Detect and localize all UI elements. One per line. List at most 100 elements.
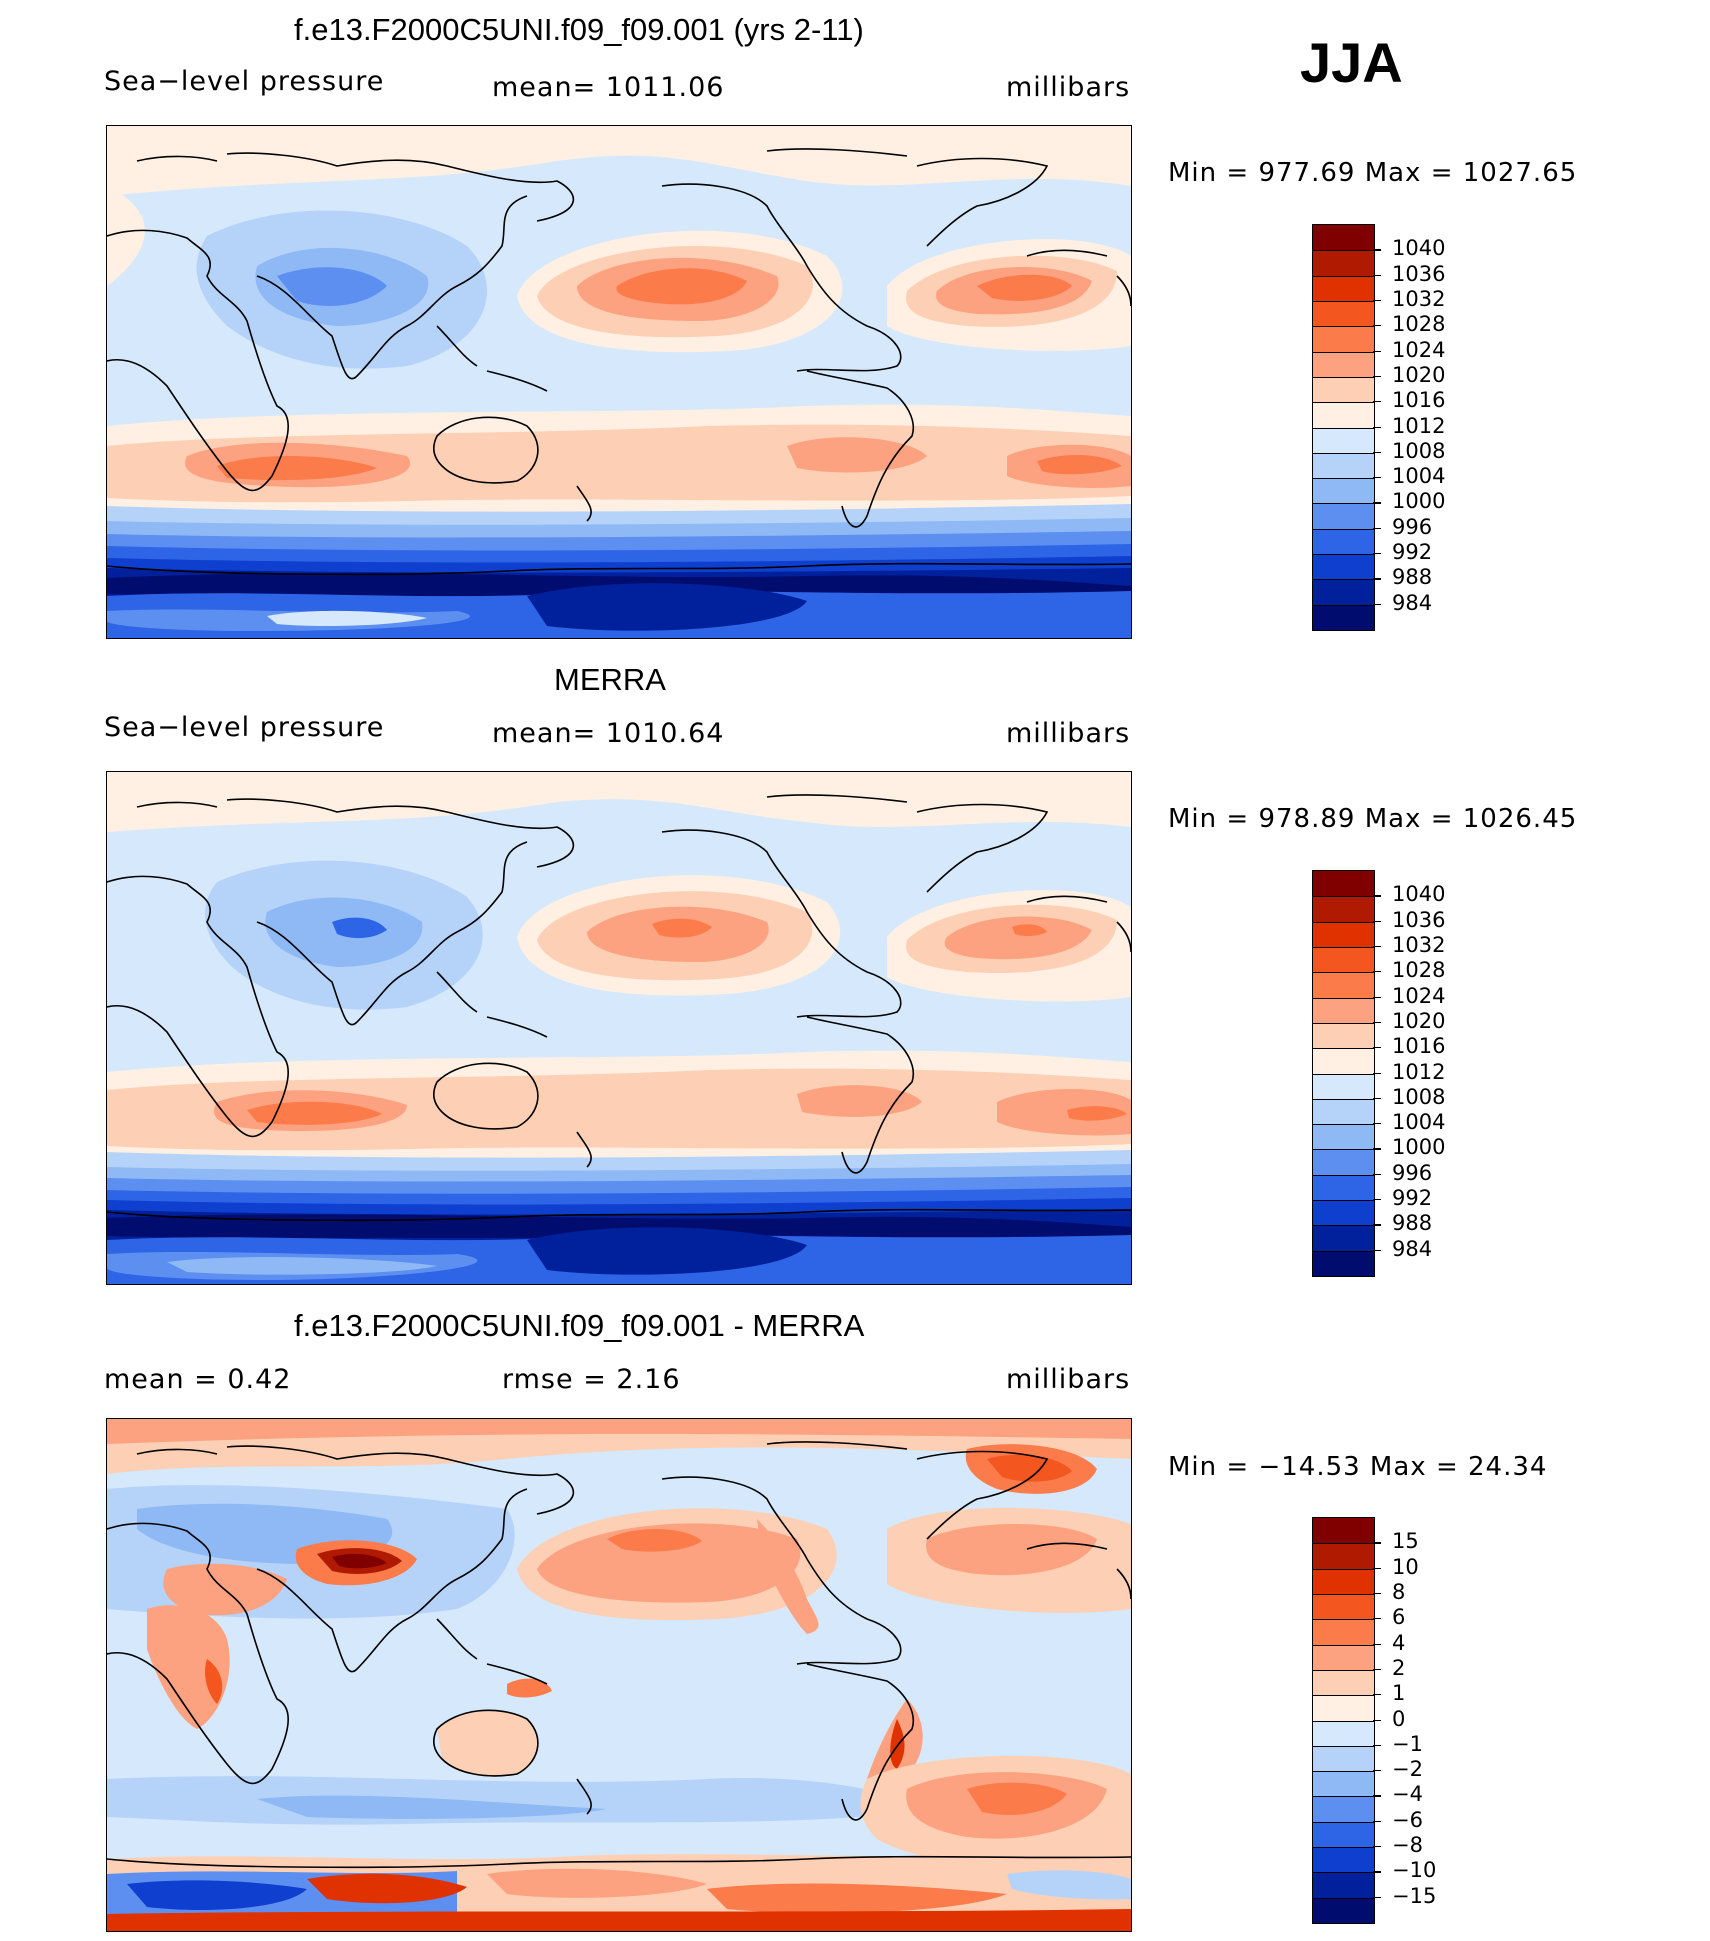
colorbar-tick	[1373, 527, 1381, 529]
colorbar-label: 2	[1392, 1655, 1406, 1680]
panel-3-map-field	[107, 1419, 1131, 1931]
colorbar-box	[1313, 452, 1374, 479]
panel-1-colorbar	[1312, 224, 1375, 631]
colorbar-tick	[1373, 1643, 1381, 1645]
colorbar-tick	[1373, 1744, 1381, 1746]
colorbar-tick	[1373, 1694, 1381, 1696]
colorbar-tick	[1373, 1795, 1381, 1797]
colorbar-label: 1000	[1392, 1135, 1446, 1160]
colorbar-label: 1	[1392, 1681, 1406, 1706]
colorbar-label: 996	[1392, 1160, 1433, 1185]
panel-2-variable-label: Sea−level pressure	[104, 712, 385, 743]
colorbar-tick	[1373, 1249, 1381, 1251]
colorbar-box	[1313, 300, 1374, 327]
colorbar-box	[1313, 1619, 1374, 1645]
colorbar-label: −6	[1392, 1807, 1423, 1832]
colorbar-box	[1313, 351, 1374, 377]
colorbar-box	[1313, 921, 1374, 947]
colorbar-box	[1313, 1669, 1374, 1696]
colorbar-tick	[1373, 1173, 1381, 1175]
colorbar-tick	[1373, 578, 1381, 580]
colorbar-box	[1313, 1543, 1374, 1569]
colorbar-tick	[1373, 1668, 1381, 1671]
colorbar-tick	[1373, 1871, 1381, 1873]
panel-2-title: MERRA	[554, 662, 666, 697]
colorbar-box	[1313, 225, 1374, 251]
colorbar-box	[1313, 1771, 1374, 1797]
panel-3-map	[106, 1418, 1132, 1932]
colorbar-box	[1313, 1124, 1374, 1150]
panel-3-units-label: millibars	[1006, 1364, 1131, 1395]
colorbar-box	[1313, 1048, 1374, 1074]
panel-3-mean-label: mean = 0.42	[104, 1364, 292, 1395]
colorbar-tick	[1373, 1148, 1381, 1150]
colorbar-tick	[1373, 895, 1381, 897]
panel-1-map-field	[107, 126, 1131, 638]
colorbar-box	[1313, 1644, 1374, 1670]
colorbar-label: 1016	[1392, 388, 1446, 413]
colorbar-box	[1313, 1225, 1374, 1251]
colorbar-label: 10	[1392, 1554, 1419, 1579]
colorbar-label: 1012	[1392, 1059, 1446, 1084]
colorbar-tick	[1373, 1820, 1381, 1822]
colorbar-label: 992	[1392, 540, 1433, 565]
colorbar-label: 1032	[1392, 286, 1446, 311]
colorbar-tick	[1373, 350, 1381, 352]
colorbar-box	[1313, 579, 1374, 605]
colorbar-tick	[1373, 299, 1381, 302]
panel-3-title: f.e13.F2000C5UNI.f09_f09.001 - MERRA	[294, 1308, 865, 1343]
colorbar-box	[1313, 1847, 1374, 1873]
panel-1-minmax: Min = 977.69 Max = 1027.65	[1168, 158, 1578, 188]
colorbar-label: 1040	[1392, 236, 1446, 261]
colorbar-label: 992	[1392, 1186, 1433, 1211]
colorbar-box	[1313, 275, 1374, 301]
colorbar-box	[1313, 1720, 1374, 1746]
panel-1-title: f.e13.F2000C5UNI.f09_f09.001 (yrs 2-11)	[294, 12, 864, 47]
colorbar-tick	[1373, 502, 1381, 504]
colorbar-box	[1313, 1174, 1374, 1201]
colorbar-label: 1024	[1392, 337, 1446, 362]
colorbar-tick	[1373, 920, 1381, 922]
colorbar-label: 1008	[1392, 438, 1446, 463]
colorbar-tick	[1373, 375, 1381, 378]
colorbar-tick	[1373, 996, 1381, 998]
colorbar-box	[1313, 1250, 1374, 1276]
colorbar-label: 4	[1392, 1630, 1406, 1655]
colorbar-label: −4	[1392, 1782, 1423, 1807]
colorbar-label: −1	[1392, 1731, 1423, 1756]
colorbar-label: −8	[1392, 1833, 1423, 1858]
colorbar-label: 0	[1392, 1706, 1406, 1731]
colorbar-label: 1008	[1392, 1084, 1446, 1109]
colorbar-box	[1313, 1200, 1374, 1226]
colorbar-label: 1036	[1392, 907, 1446, 932]
season-label: JJA	[1300, 31, 1403, 94]
colorbar-box	[1313, 478, 1374, 504]
colorbar-label: −15	[1392, 1883, 1437, 1908]
colorbar-box	[1313, 1872, 1374, 1898]
colorbar-tick	[1373, 1567, 1381, 1569]
colorbar-box	[1313, 946, 1374, 973]
colorbar-label: 8	[1392, 1579, 1406, 1604]
panel-1-mean-label: mean= 1011.06	[492, 72, 725, 103]
colorbar-box	[1313, 1149, 1374, 1175]
colorbar-label: 1020	[1392, 362, 1446, 387]
panel-1-map	[106, 125, 1132, 639]
colorbar-label: 6	[1392, 1605, 1406, 1630]
colorbar-tick	[1373, 274, 1381, 276]
colorbar-label: 988	[1392, 1211, 1433, 1236]
colorbar-box	[1313, 1518, 1374, 1544]
colorbar-box	[1313, 997, 1374, 1023]
colorbar-tick	[1373, 1097, 1381, 1099]
colorbar-tick	[1373, 1592, 1381, 1595]
colorbar-box	[1313, 1695, 1374, 1721]
colorbar-box	[1313, 1897, 1374, 1923]
colorbar-label: 1024	[1392, 983, 1446, 1008]
colorbar-box	[1313, 1022, 1374, 1049]
colorbar-box	[1313, 1745, 1374, 1772]
colorbar-tick	[1373, 1021, 1381, 1024]
colorbar-tick	[1373, 1719, 1381, 1721]
panel-1-units-label: millibars	[1006, 72, 1131, 103]
colorbar-label: −10	[1392, 1858, 1437, 1883]
colorbar-tick	[1373, 426, 1381, 428]
colorbar-label: 1004	[1392, 1110, 1446, 1135]
